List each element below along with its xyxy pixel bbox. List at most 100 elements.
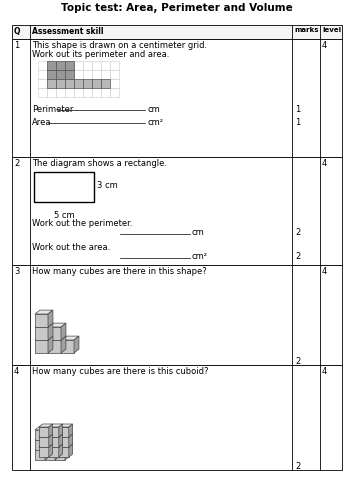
Polygon shape bbox=[45, 440, 55, 450]
Bar bbox=[74, 79, 83, 88]
Polygon shape bbox=[49, 424, 63, 427]
Polygon shape bbox=[59, 434, 63, 447]
Bar bbox=[12, 39, 342, 157]
Bar bbox=[12, 365, 342, 470]
Polygon shape bbox=[45, 450, 55, 460]
Text: Topic test: Area, Perimeter and Volume: Topic test: Area, Perimeter and Volume bbox=[61, 3, 293, 13]
Polygon shape bbox=[69, 434, 73, 447]
Bar bbox=[101, 70, 110, 79]
Bar bbox=[92, 79, 101, 88]
Text: 2: 2 bbox=[14, 159, 19, 168]
Polygon shape bbox=[61, 336, 79, 340]
Text: Area: Area bbox=[32, 118, 51, 127]
Polygon shape bbox=[69, 424, 73, 437]
Polygon shape bbox=[48, 323, 66, 327]
Bar bbox=[65, 61, 74, 70]
Bar bbox=[47, 61, 56, 70]
Bar bbox=[65, 79, 74, 88]
Polygon shape bbox=[59, 434, 73, 437]
Polygon shape bbox=[48, 327, 61, 340]
Polygon shape bbox=[49, 434, 63, 437]
Polygon shape bbox=[45, 437, 59, 440]
Bar bbox=[47, 70, 56, 79]
Polygon shape bbox=[48, 336, 53, 353]
Polygon shape bbox=[49, 434, 53, 447]
Bar bbox=[56, 88, 65, 97]
Polygon shape bbox=[61, 323, 66, 340]
Polygon shape bbox=[59, 427, 69, 437]
Polygon shape bbox=[35, 327, 48, 340]
Bar bbox=[110, 61, 119, 70]
Bar bbox=[56, 70, 65, 79]
Polygon shape bbox=[59, 447, 69, 457]
Polygon shape bbox=[45, 437, 49, 450]
Polygon shape bbox=[49, 424, 53, 437]
Polygon shape bbox=[35, 447, 49, 450]
Polygon shape bbox=[59, 444, 63, 457]
Polygon shape bbox=[55, 437, 59, 450]
Polygon shape bbox=[49, 437, 59, 447]
Text: 4: 4 bbox=[322, 41, 327, 50]
Bar bbox=[38, 88, 47, 97]
Bar bbox=[74, 88, 83, 97]
Bar bbox=[56, 61, 65, 70]
Bar bbox=[65, 70, 74, 79]
Bar bbox=[65, 88, 74, 97]
Bar bbox=[56, 79, 65, 88]
Polygon shape bbox=[59, 424, 73, 427]
Text: Work out its perimeter and area.: Work out its perimeter and area. bbox=[32, 50, 169, 59]
Bar bbox=[12, 25, 342, 39]
Bar bbox=[56, 61, 65, 70]
Polygon shape bbox=[35, 427, 49, 430]
Text: Work out the area.: Work out the area. bbox=[32, 243, 110, 252]
Bar bbox=[110, 88, 119, 97]
Bar bbox=[83, 79, 92, 88]
Text: 2: 2 bbox=[295, 252, 300, 261]
Bar bbox=[47, 79, 56, 88]
Text: 2: 2 bbox=[295, 462, 300, 471]
Polygon shape bbox=[39, 437, 49, 447]
Bar bbox=[74, 79, 83, 88]
Polygon shape bbox=[55, 450, 65, 460]
Polygon shape bbox=[35, 314, 48, 327]
Bar bbox=[83, 70, 92, 79]
Polygon shape bbox=[35, 450, 45, 460]
Text: 1: 1 bbox=[295, 105, 300, 114]
Bar bbox=[83, 88, 92, 97]
Bar bbox=[83, 61, 92, 70]
Bar bbox=[101, 88, 110, 97]
Polygon shape bbox=[35, 440, 45, 450]
Polygon shape bbox=[35, 437, 49, 440]
Polygon shape bbox=[61, 336, 66, 353]
Text: Perimeter: Perimeter bbox=[32, 105, 73, 114]
Polygon shape bbox=[59, 437, 69, 447]
Polygon shape bbox=[49, 444, 53, 457]
Bar bbox=[74, 61, 83, 70]
Polygon shape bbox=[35, 310, 53, 314]
Polygon shape bbox=[45, 430, 55, 440]
Bar bbox=[92, 79, 101, 88]
Bar bbox=[47, 79, 56, 88]
Text: Work out the perimeter.: Work out the perimeter. bbox=[32, 219, 132, 228]
Polygon shape bbox=[45, 427, 59, 430]
Bar bbox=[38, 70, 47, 79]
Polygon shape bbox=[65, 447, 69, 460]
Text: 4: 4 bbox=[322, 159, 327, 168]
Polygon shape bbox=[39, 444, 53, 447]
Polygon shape bbox=[35, 430, 45, 440]
Polygon shape bbox=[48, 336, 66, 340]
Bar bbox=[101, 79, 110, 88]
Bar bbox=[74, 70, 83, 79]
Text: cm²: cm² bbox=[192, 252, 208, 261]
Polygon shape bbox=[55, 447, 69, 450]
Bar bbox=[101, 61, 110, 70]
Text: 4: 4 bbox=[14, 367, 19, 376]
Polygon shape bbox=[45, 447, 59, 450]
Text: Assessment skill: Assessment skill bbox=[32, 27, 103, 36]
Polygon shape bbox=[48, 340, 61, 353]
Bar bbox=[83, 79, 92, 88]
Polygon shape bbox=[61, 340, 74, 353]
Bar bbox=[47, 70, 56, 79]
Polygon shape bbox=[55, 437, 69, 440]
Text: 2: 2 bbox=[295, 228, 300, 237]
